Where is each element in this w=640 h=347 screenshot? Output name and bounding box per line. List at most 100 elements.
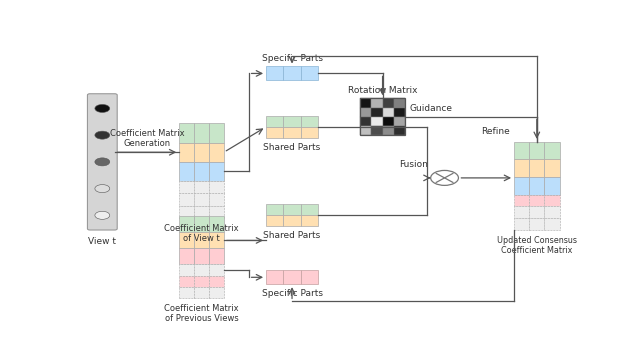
Bar	[179, 264, 194, 276]
Bar	[514, 195, 529, 206]
Circle shape	[95, 104, 110, 112]
Bar	[301, 215, 318, 226]
Circle shape	[95, 185, 110, 193]
Bar	[194, 143, 209, 162]
Bar	[383, 98, 394, 108]
Bar	[284, 116, 301, 127]
Circle shape	[431, 170, 458, 185]
Bar	[383, 126, 394, 135]
Bar	[194, 264, 209, 276]
Bar	[179, 276, 194, 287]
Bar	[266, 215, 284, 226]
Bar	[529, 177, 545, 195]
Text: Specific Parts: Specific Parts	[262, 289, 323, 298]
Bar	[284, 215, 301, 226]
Bar	[209, 206, 224, 218]
Bar	[514, 206, 529, 218]
Bar	[179, 206, 194, 218]
Bar	[266, 204, 284, 215]
Bar	[301, 270, 318, 284]
Bar	[371, 98, 383, 108]
Bar	[383, 108, 394, 117]
Bar	[301, 67, 318, 81]
Bar	[266, 116, 284, 127]
Text: Rotation Matrix: Rotation Matrix	[348, 86, 417, 95]
Bar	[179, 248, 194, 264]
Bar	[194, 181, 209, 193]
Bar	[179, 162, 194, 181]
Text: Guidance: Guidance	[410, 104, 453, 113]
Bar	[194, 193, 209, 206]
Bar	[371, 108, 383, 117]
Bar	[284, 270, 301, 284]
Bar	[194, 206, 209, 218]
Bar	[209, 264, 224, 276]
Circle shape	[95, 131, 110, 139]
Bar	[194, 287, 209, 298]
Bar	[545, 142, 559, 160]
Text: Shared Parts: Shared Parts	[264, 143, 321, 152]
Text: Fusion: Fusion	[399, 160, 428, 169]
Bar	[179, 181, 194, 193]
Bar	[209, 162, 224, 181]
Bar	[209, 287, 224, 298]
Bar	[194, 232, 209, 248]
Circle shape	[95, 158, 110, 166]
Bar	[179, 124, 194, 143]
Bar	[266, 127, 284, 138]
Bar	[529, 142, 545, 160]
Bar	[371, 126, 383, 135]
Bar	[209, 217, 224, 232]
Bar	[360, 117, 371, 126]
Bar	[529, 160, 545, 177]
Text: Specific Parts: Specific Parts	[262, 54, 323, 63]
Text: Coefficient Matrix
of Previous Views: Coefficient Matrix of Previous Views	[164, 304, 239, 323]
Bar	[179, 143, 194, 162]
Bar	[209, 181, 224, 193]
Text: Coefficient Matrix
Generation: Coefficient Matrix Generation	[109, 129, 184, 148]
Bar	[371, 117, 383, 126]
Bar	[284, 127, 301, 138]
Bar	[529, 218, 545, 230]
Bar	[194, 217, 209, 232]
Circle shape	[95, 211, 110, 219]
Bar	[194, 162, 209, 181]
Bar	[360, 126, 371, 135]
Bar	[266, 270, 284, 284]
Bar	[209, 276, 224, 287]
Bar	[545, 206, 559, 218]
Bar	[179, 193, 194, 206]
Bar	[209, 124, 224, 143]
Bar	[301, 204, 318, 215]
Bar	[194, 124, 209, 143]
Bar	[209, 248, 224, 264]
Bar	[394, 117, 405, 126]
Text: Updated Consensus
Coefficient Matrix: Updated Consensus Coefficient Matrix	[497, 236, 577, 255]
Text: Refine: Refine	[481, 127, 510, 136]
Bar	[360, 98, 405, 135]
Bar	[394, 126, 405, 135]
Bar	[514, 177, 529, 195]
Bar	[545, 195, 559, 206]
Bar	[545, 160, 559, 177]
Bar	[514, 160, 529, 177]
Bar	[360, 98, 371, 108]
Bar	[266, 67, 284, 81]
Bar	[394, 108, 405, 117]
Bar	[194, 248, 209, 264]
FancyBboxPatch shape	[88, 94, 117, 230]
Bar	[394, 98, 405, 108]
Bar	[301, 127, 318, 138]
Bar	[529, 195, 545, 206]
Bar	[209, 193, 224, 206]
Bar	[514, 142, 529, 160]
Bar	[179, 217, 194, 232]
Bar	[545, 177, 559, 195]
Bar	[514, 218, 529, 230]
Bar	[284, 67, 301, 81]
Bar	[529, 206, 545, 218]
Bar	[383, 117, 394, 126]
Bar	[179, 232, 194, 248]
Bar	[301, 116, 318, 127]
Bar	[284, 204, 301, 215]
